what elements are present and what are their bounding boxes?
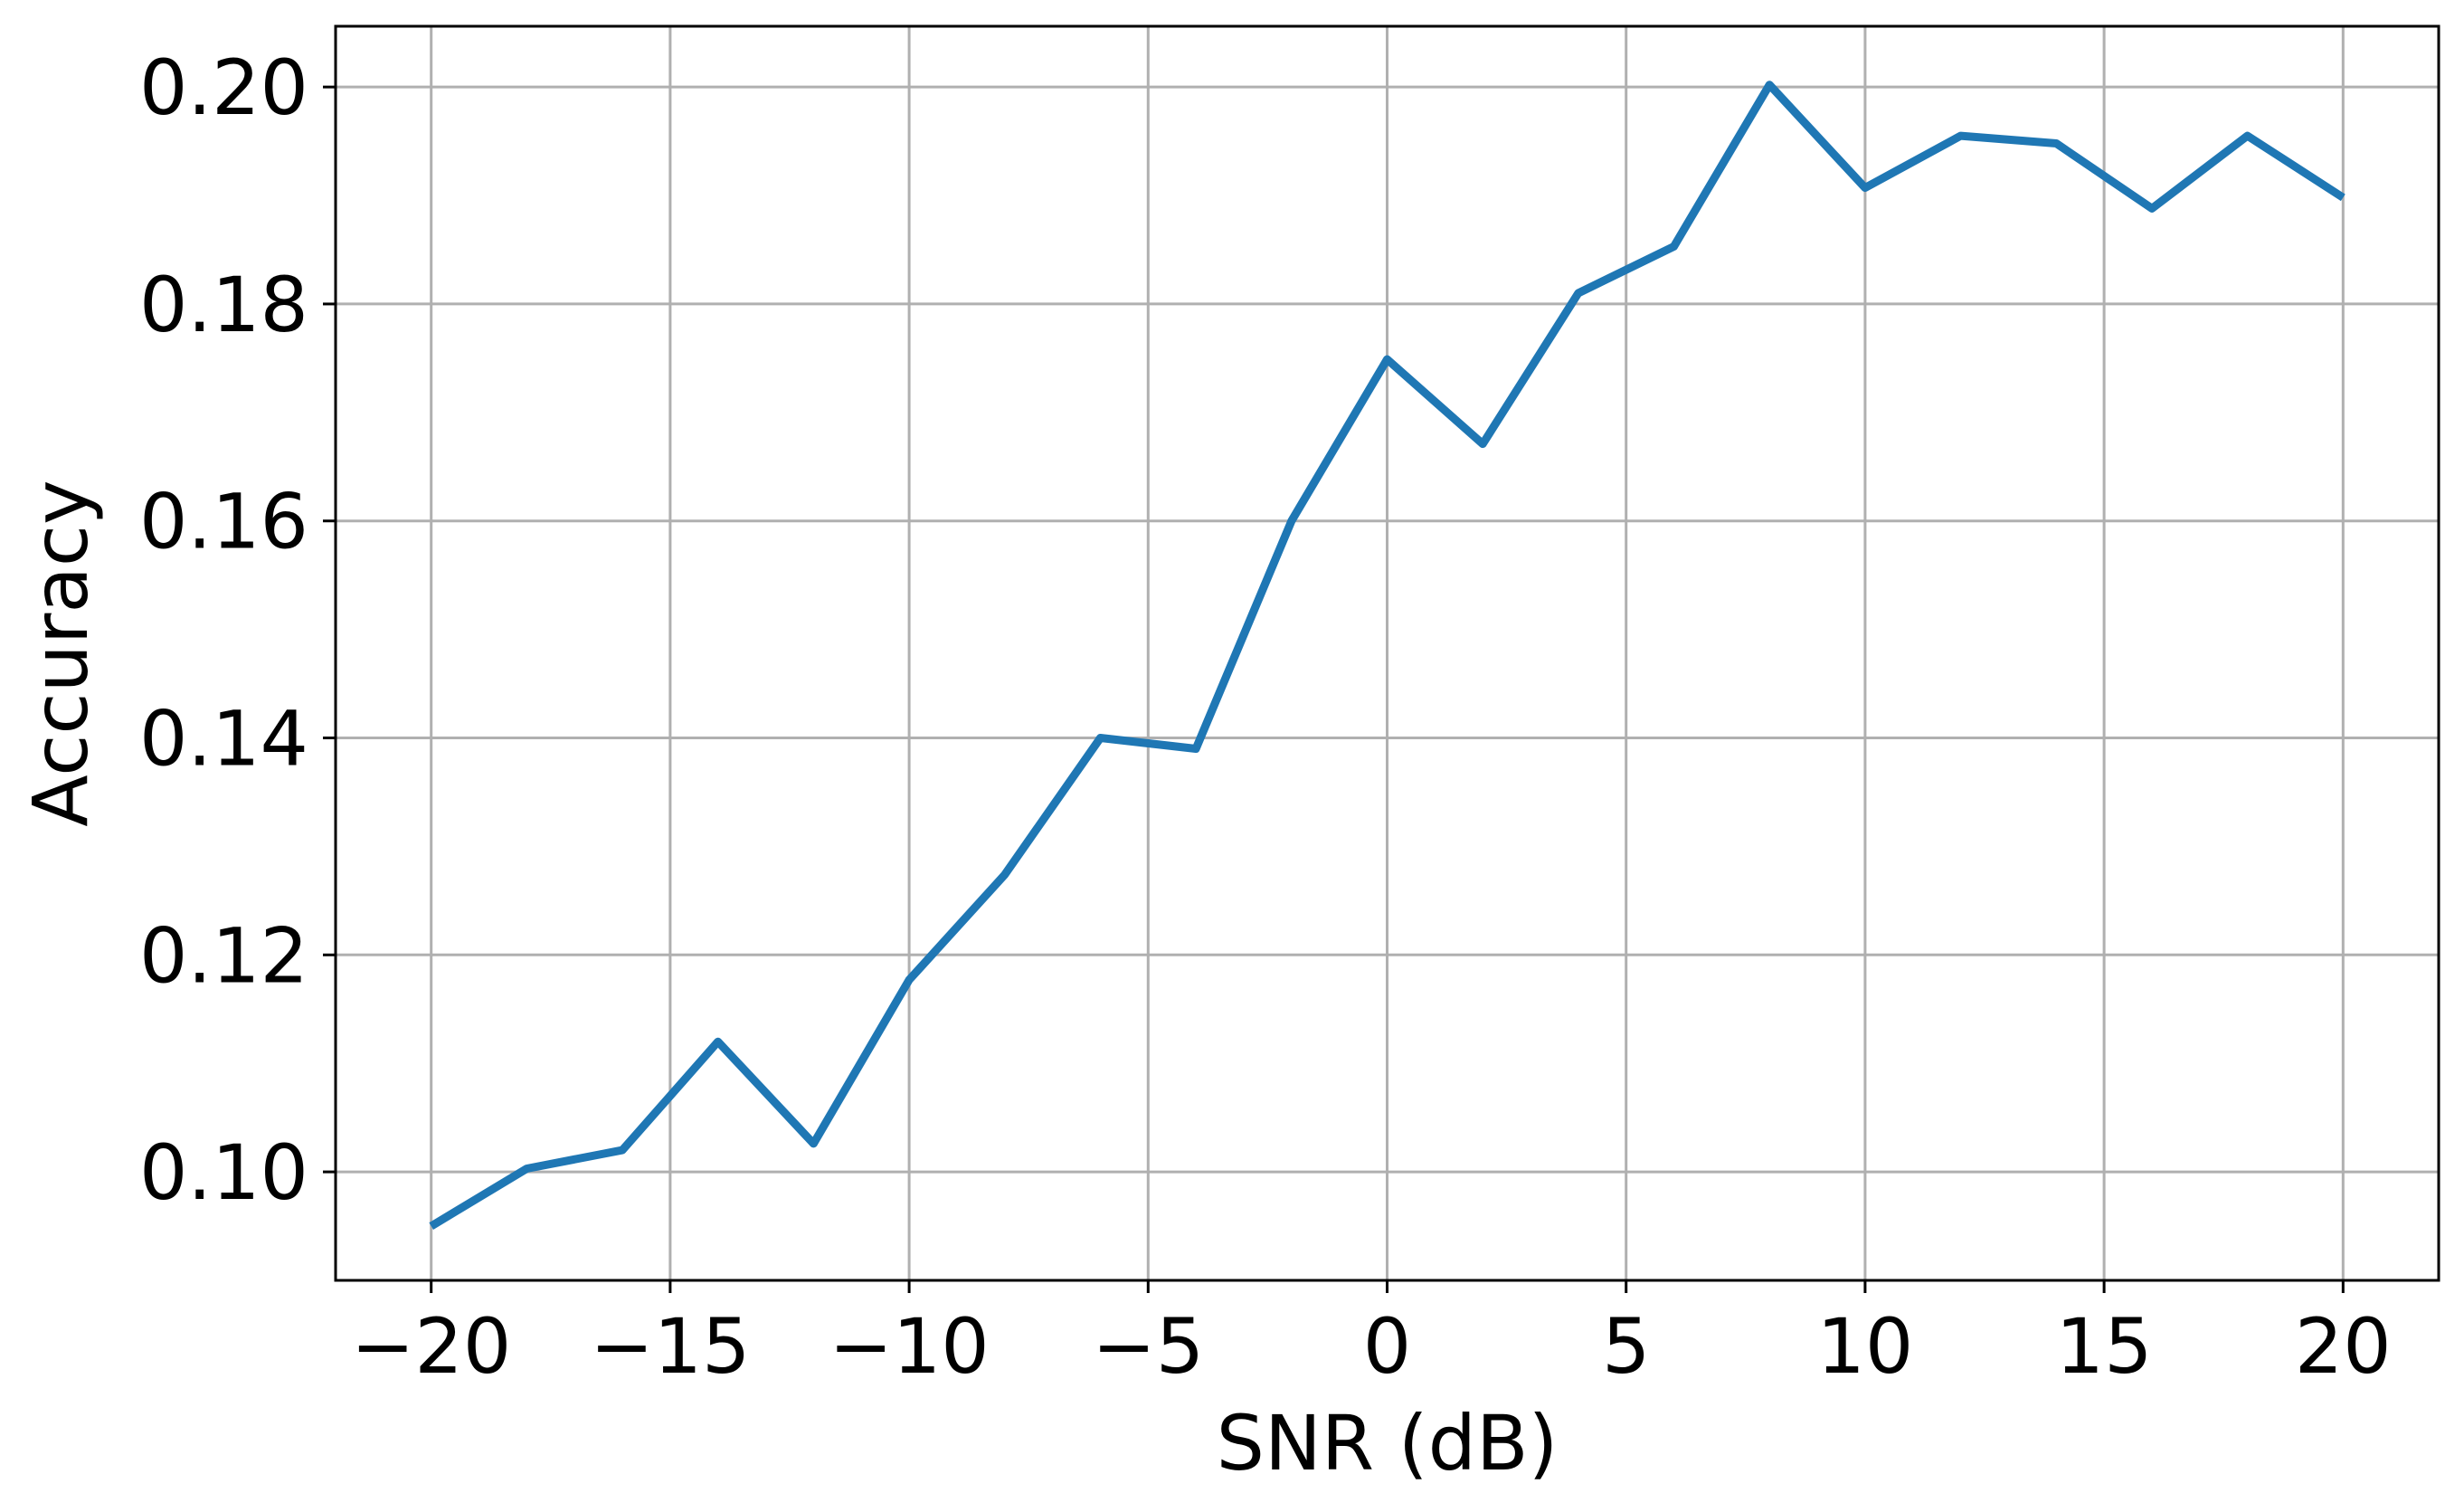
x-tick-label: −15 bbox=[590, 1302, 750, 1391]
x-tick-label: 10 bbox=[1816, 1302, 1913, 1391]
x-tick-label: −20 bbox=[351, 1302, 511, 1391]
grid bbox=[336, 26, 2439, 1280]
x-tick-label: 5 bbox=[1602, 1302, 1650, 1391]
x-tick-label: 0 bbox=[1363, 1302, 1411, 1391]
x-tick-label: −10 bbox=[829, 1302, 989, 1391]
series-layer bbox=[429, 81, 2346, 1230]
y-tick-label: 0.12 bbox=[139, 911, 308, 1000]
series-line-0 bbox=[429, 81, 2346, 1230]
x-tick-label: 15 bbox=[2056, 1302, 2153, 1391]
x-tick-label: −5 bbox=[1092, 1302, 1204, 1391]
x-axis-label: SNR (dB) bbox=[1217, 1399, 1559, 1488]
y-axis-label: Accuracy bbox=[16, 480, 105, 827]
y-tick-label: 0.14 bbox=[139, 695, 308, 784]
y-tick-label: 0.16 bbox=[139, 478, 308, 566]
x-tick-label: 20 bbox=[2295, 1302, 2392, 1391]
ticks: −20 −15 −10 −5 0 5 10 15 20 0.10 0.12 0.14 0.16 0.18 0… bbox=[139, 43, 2392, 1391]
y-tick-label: 0.20 bbox=[139, 43, 308, 132]
y-tick-label: 0.18 bbox=[139, 261, 308, 349]
y-tick-label: 0.10 bbox=[139, 1128, 308, 1217]
